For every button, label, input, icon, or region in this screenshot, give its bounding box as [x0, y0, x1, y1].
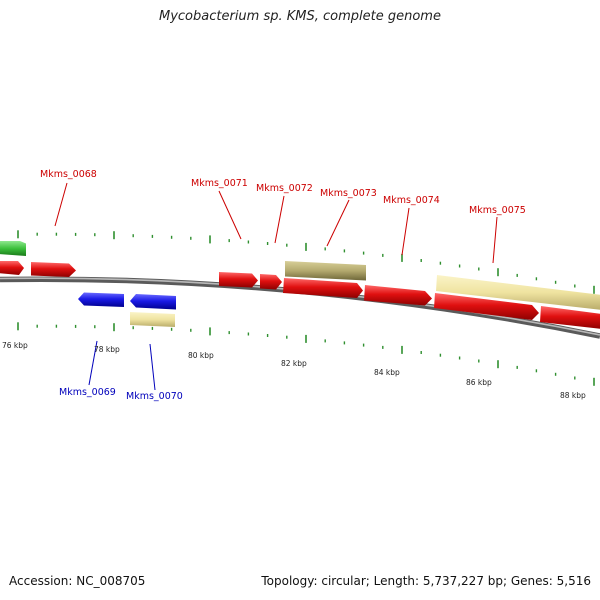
map-title: Mycobacterium sp. KMS, complete genome	[159, 9, 441, 24]
scale-label-82kbp: 82 kbp	[281, 359, 307, 368]
scale-label-78kbp: 78 kbp	[94, 345, 120, 354]
gene-arrow-mkms-0070[interactable]	[130, 294, 176, 310]
gene-arrow-mkms-0073[interactable]	[283, 278, 363, 298]
scale-ticks	[17, 230, 595, 386]
gene-arrow-mkms-0075[interactable]	[434, 293, 539, 320]
gene-label-mkms-0074[interactable]: Mkms_0074	[383, 195, 440, 206]
gene-labels: Mkms_0068 Mkms_0071 Mkms_0072 Mkms_0073 …	[40, 169, 526, 402]
gene-arrow-green-feature[interactable]	[0, 241, 26, 256]
gene-arrow-mkms-0076[interactable]	[540, 306, 600, 329]
gene-label-mkms-0075[interactable]: Mkms_0075	[469, 205, 526, 216]
gene-label-mkms-0069[interactable]: Mkms_0069	[59, 387, 116, 398]
gene-label-mkms-0072[interactable]: Mkms_0072	[256, 183, 313, 194]
gene-arrow-mkms-0075-rna[interactable]	[436, 275, 600, 310]
gene-label-mkms-0073[interactable]: Mkms_0073	[320, 188, 377, 199]
gene-arrow-mkms-0073-rna[interactable]	[285, 261, 366, 281]
feature-track	[0, 241, 600, 329]
scale-label-76kbp: 76 kbp	[2, 341, 28, 350]
scale-label-86kbp: 86 kbp	[466, 378, 492, 387]
gene-arrow-mkms-0069[interactable]	[78, 292, 124, 308]
genome-stats-footer: Topology: circular; Length: 5,737,227 bp…	[261, 574, 591, 588]
gene-label-mkms-0071[interactable]: Mkms_0071	[191, 178, 248, 189]
gene-label-mkms-0068[interactable]: Mkms_0068	[40, 169, 97, 180]
gene-arrow-mkms-0070-rna[interactable]	[130, 312, 175, 327]
gene-arrow-mkms-0072[interactable]	[260, 274, 282, 290]
gene-label-mkms-0070[interactable]: Mkms_0070	[126, 391, 183, 402]
gene-arrow-mkms-0071[interactable]	[219, 272, 258, 288]
label-leader-lines	[54, 182, 498, 391]
scale-labels: 76 kbp 78 kbp 80 kbp 82 kbp 84 kbp 86 kb…	[2, 341, 586, 400]
gene-arrow-mkms-0074[interactable]	[364, 285, 432, 306]
gene-arrow-mkms-0067[interactable]	[0, 261, 24, 275]
gene-arrow-mkms-0068[interactable]	[31, 262, 76, 277]
accession-footer: Accession: NC_008705	[9, 574, 146, 588]
scale-label-88kbp: 88 kbp	[560, 391, 586, 400]
scale-label-80kbp: 80 kbp	[188, 351, 214, 360]
scale-label-84kbp: 84 kbp	[374, 368, 400, 377]
